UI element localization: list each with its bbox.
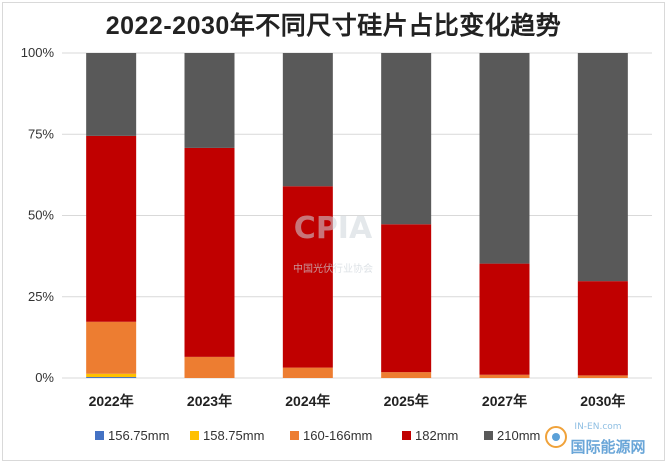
- y-tick-label: 25%: [28, 289, 54, 304]
- legend-item: 182mm: [402, 428, 458, 443]
- bar-segment: [86, 377, 137, 378]
- x-tick-label: 2023年: [187, 393, 232, 409]
- bar-segment: [184, 147, 235, 357]
- bar-segment: [381, 53, 432, 225]
- bar-stack: [577, 53, 628, 378]
- bar-segment: [577, 375, 628, 378]
- legend-item: 210mm: [484, 428, 540, 443]
- bar-segment: [381, 224, 432, 373]
- legend-label: 182mm: [415, 428, 458, 443]
- legend-swatch: [95, 431, 104, 440]
- chart-title: 2022-2030年不同尺寸硅片占比变化趋势: [105, 12, 562, 40]
- bar-segment: [479, 263, 530, 375]
- logo-icon: [545, 426, 567, 448]
- bar-segment: [479, 374, 530, 378]
- bars: [86, 53, 628, 378]
- watermark-main: CPIA: [294, 211, 373, 246]
- legend-item: 156.75mm: [95, 428, 169, 443]
- site-logo: IN-EN.com 国际能源网: [545, 422, 646, 456]
- bar-stack: [479, 53, 530, 378]
- legend-label: 156.75mm: [108, 428, 169, 443]
- gridlines: [62, 52, 652, 379]
- y-tick-label: 100%: [21, 45, 55, 60]
- legend-item: 160-166mm: [290, 428, 372, 443]
- bar-segment: [282, 53, 333, 187]
- y-tick-label: 50%: [28, 208, 54, 223]
- bar-segment: [282, 186, 333, 368]
- x-tick-label: 2024年: [285, 393, 330, 409]
- bar-segment: [184, 356, 235, 378]
- bar-segment: [479, 53, 530, 264]
- x-tick-label: 2025年: [384, 393, 429, 409]
- bar-segment: [282, 367, 333, 378]
- watermark-sub: 中国光伏行业协会: [293, 262, 373, 275]
- x-axis: 2022年 2023年 2024年 2025年 2027年 2030年: [89, 393, 626, 409]
- bar-segment: [381, 372, 432, 378]
- bar-stack: [381, 53, 432, 378]
- bar-segment: [577, 53, 628, 282]
- legend: 156.75mm 158.75mm 160-166mm 182mm 210mm: [95, 428, 540, 443]
- legend-label: 210mm: [497, 428, 540, 443]
- watermark: CPIA 中国光伏行业协会: [293, 211, 373, 275]
- legend-swatch: [190, 431, 199, 440]
- logo-url: IN-EN.com: [574, 422, 621, 432]
- legend-swatch: [402, 431, 411, 440]
- legend-item: 158.75mm: [190, 428, 264, 443]
- y-tick-label: 75%: [28, 126, 54, 141]
- bar-stack: [184, 53, 235, 378]
- bar-segment: [86, 135, 137, 322]
- x-tick-label: 2022年: [89, 393, 134, 409]
- bar-stack: [282, 53, 333, 378]
- bar-segment: [184, 53, 235, 148]
- y-tick-label: 0%: [35, 370, 54, 385]
- bar-segment: [577, 281, 628, 376]
- x-tick-label: 2027年: [482, 393, 527, 409]
- x-tick-label: 2030年: [580, 393, 625, 409]
- logo-name: 国际能源网: [570, 438, 645, 456]
- y-axis: 0% 25% 50% 75% 100%: [21, 45, 55, 385]
- logo-icon-dot: [552, 433, 560, 441]
- legend-label: 160-166mm: [303, 428, 372, 443]
- legend-swatch: [290, 431, 299, 440]
- bar-segment: [86, 373, 137, 378]
- legend-label: 158.75mm: [203, 428, 264, 443]
- legend-swatch: [484, 431, 493, 440]
- bar-segment: [86, 53, 137, 136]
- bar-stack: [86, 53, 137, 378]
- bar-segment: [86, 321, 137, 374]
